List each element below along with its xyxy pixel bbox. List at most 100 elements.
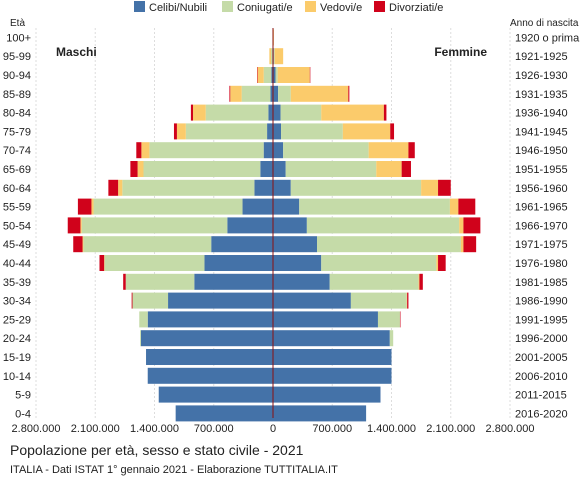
bar-segment-male	[204, 255, 273, 271]
bar-segment-male	[173, 123, 177, 140]
bar-segment-male	[254, 179, 273, 196]
x-tick-label: 1.400.000	[367, 423, 416, 435]
bar-segment-female	[449, 198, 459, 215]
bar-segment-male	[136, 142, 142, 159]
bar-segment-female	[290, 85, 349, 102]
bar-segment-female	[299, 198, 450, 215]
bar-segment-male	[132, 292, 169, 309]
bar-segment-male	[83, 236, 212, 253]
birth-year-label: 2016-2020	[515, 408, 568, 420]
bar-segment-male	[257, 67, 264, 83]
bar-segment-male	[99, 255, 105, 271]
bar-segment-female	[283, 142, 369, 159]
legend-label: Vedovi/e	[320, 2, 362, 14]
bar-segment-female	[273, 236, 318, 253]
bar-segment-male	[140, 330, 141, 347]
bar-segment-female	[321, 104, 384, 121]
bar-segment-female	[273, 330, 390, 347]
age-label: 70-74	[3, 145, 31, 157]
bar-segment-female	[376, 161, 402, 177]
bar-segment-female	[280, 104, 322, 121]
bar-segment-female	[408, 142, 415, 159]
bar-segment-female	[401, 161, 411, 177]
bar-segment-male	[257, 67, 258, 83]
bar-segment-female	[383, 104, 387, 121]
bar-segment-female	[418, 273, 420, 290]
bar-segment-female	[273, 198, 300, 215]
age-label: 0-4	[15, 408, 31, 420]
bar-segment-male	[190, 104, 194, 121]
bar-segment-female	[389, 330, 394, 347]
bar-segment-male	[269, 48, 272, 65]
bar-segment-male	[185, 123, 268, 140]
bar-segment-female	[273, 67, 276, 83]
x-tick-label: 2.100.000	[426, 423, 475, 435]
bar-segment-male	[139, 311, 148, 328]
x-tick-label: 700.000	[312, 423, 352, 435]
bars-group	[67, 29, 481, 422]
bar-segment-male	[122, 179, 255, 196]
bar-segment-male	[123, 273, 126, 290]
bar-segment-male	[108, 179, 119, 196]
age-label: 50-54	[3, 220, 31, 232]
bar-segment-female	[273, 48, 275, 65]
age-label: 30-34	[3, 296, 31, 308]
bar-segment-female	[273, 123, 282, 140]
bar-segment-female	[273, 104, 281, 121]
birth-year-label: 1981-1985	[515, 277, 568, 289]
bar-segment-female	[273, 273, 330, 290]
age-label: 80-84	[3, 108, 31, 120]
bar-segment-male	[260, 161, 273, 177]
bar-segment-female	[273, 349, 392, 365]
x-tick-label: 0	[270, 423, 276, 435]
bar-segment-female	[350, 292, 407, 309]
bar-segment-male	[229, 85, 231, 102]
bar-segment-male	[73, 236, 83, 253]
bar-segment-male	[131, 292, 133, 309]
legend-label: Divorziati/e	[389, 2, 443, 14]
age-label: 20-24	[3, 333, 31, 345]
bar-segment-female	[321, 255, 437, 271]
age-label: 40-44	[3, 258, 31, 270]
bar-segment-male	[82, 236, 84, 253]
age-label: 100+	[6, 32, 31, 44]
legend: Celibi/Nubili Coniugati/e Vedovi/e Divorzia…	[134, 1, 443, 14]
legend-swatch	[374, 1, 385, 12]
bar-segment-male	[137, 161, 144, 177]
bar-segment-male	[241, 85, 271, 102]
x-tick-label: 700.000	[194, 423, 234, 435]
bar-segment-female	[273, 217, 307, 234]
birth-year-label: 1971-1975	[515, 239, 568, 251]
bar-segment-female	[278, 85, 291, 102]
age-label: 85-89	[3, 89, 31, 101]
bar-segment-female	[438, 255, 446, 271]
birth-year-label: 1951-1955	[515, 164, 568, 176]
bar-segment-male	[80, 217, 82, 234]
bar-segment-female	[463, 236, 477, 253]
bar-segment-female	[273, 255, 322, 271]
bar-segment-male	[130, 161, 138, 177]
birth-year-label: 1966-1970	[515, 220, 568, 232]
bar-segment-female	[390, 123, 395, 140]
bar-segment-male	[267, 123, 273, 140]
bar-segment-female	[273, 292, 351, 309]
age-label: 5-9	[15, 390, 31, 402]
bar-segment-female	[274, 48, 284, 65]
bar-segment-male	[175, 405, 273, 422]
x-tick-label: 2.800.000	[486, 423, 535, 435]
bar-segment-male	[230, 85, 242, 102]
bar-segment-male	[263, 142, 273, 159]
age-label: 35-39	[3, 277, 31, 289]
bar-segment-female	[399, 311, 401, 328]
bar-segment-female	[306, 217, 460, 234]
age-label: 60-64	[3, 183, 31, 195]
bar-segment-female	[438, 179, 451, 196]
x-axis-tick-labels: 2.800.000 2.100.000 1.400.000 700.000 0 700.0…	[12, 423, 535, 435]
bar-segment-female	[285, 161, 377, 177]
legend-swatch	[134, 1, 145, 12]
bar-segment-male	[149, 142, 264, 159]
bar-segment-male	[194, 273, 273, 290]
bar-segment-male	[77, 198, 92, 215]
